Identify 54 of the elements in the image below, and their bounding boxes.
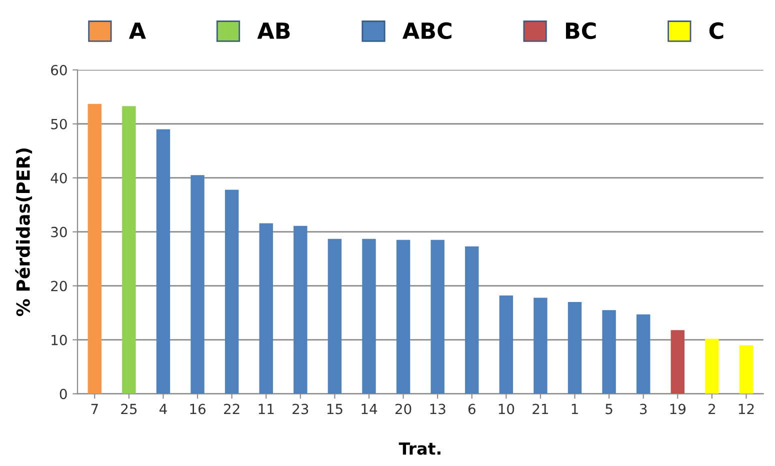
x-tick-label: 12 <box>738 404 754 414</box>
x-tick-label: 25 <box>121 404 137 414</box>
y-tick-label: 50 <box>51 118 67 130</box>
x-tick-label: 10 <box>498 404 514 414</box>
x-tick-label: 23 <box>292 404 308 414</box>
legend-label: AB <box>257 22 290 39</box>
bar <box>636 314 650 394</box>
legend-label: ABC <box>402 22 452 40</box>
bar <box>705 338 719 394</box>
x-tick-label: 21 <box>532 404 548 414</box>
y-tick-label: 60 <box>51 64 67 76</box>
y-tick-label: 20 <box>51 280 67 292</box>
x-tick-label: 19 <box>670 404 686 414</box>
y-tick-label: 40 <box>50 172 67 184</box>
bar <box>465 246 479 394</box>
x-tick-label: 5 <box>606 404 612 414</box>
bar <box>602 310 616 394</box>
x-tick-label: 3 <box>640 404 647 414</box>
bar <box>396 240 410 394</box>
bar <box>294 226 308 394</box>
x-tick-label: 6 <box>468 404 476 414</box>
legend-label: BC <box>566 22 596 40</box>
x-tick-label: 14 <box>362 404 378 414</box>
bar <box>362 238 376 394</box>
y-axis-title: % Pérdidas(PER) <box>15 148 32 316</box>
bar <box>430 240 444 394</box>
x-tick-label: 11 <box>258 404 274 414</box>
bar <box>224 190 239 394</box>
x-tick-label: 7 <box>91 404 98 414</box>
bar <box>670 330 684 394</box>
x-tick-label: 2 <box>708 404 715 414</box>
bar <box>259 223 273 394</box>
x-tick-label: 15 <box>327 404 342 414</box>
x-axis-title: Trat. <box>398 442 440 455</box>
x-tick-label: 16 <box>190 404 206 414</box>
bar <box>534 298 548 394</box>
x-tick-label: 22 <box>224 404 240 414</box>
bar <box>568 302 582 394</box>
x-tick-label: 4 <box>159 404 167 414</box>
bar <box>739 345 754 394</box>
legend-label: C <box>709 22 724 40</box>
y-tick-label: 0 <box>60 388 67 400</box>
bar <box>88 104 102 394</box>
y-tick-label: 10 <box>52 334 67 346</box>
x-tick-label: 13 <box>430 404 446 414</box>
bar <box>156 129 170 394</box>
legend-label: A <box>128 22 146 39</box>
bar <box>190 175 204 394</box>
x-tick-label: 1 <box>572 404 578 414</box>
bar <box>328 238 342 394</box>
y-tick-label: 30 <box>51 226 67 238</box>
bar <box>122 106 136 394</box>
x-tick-label: 20 <box>395 404 412 414</box>
bar <box>499 296 514 394</box>
